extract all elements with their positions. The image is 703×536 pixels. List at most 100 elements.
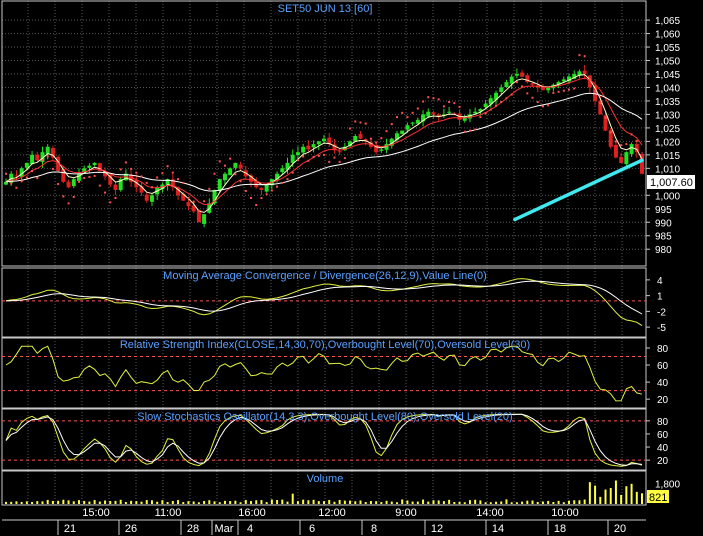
sar-dot (620, 144, 623, 147)
volume-bar (338, 499, 341, 504)
candle-body (311, 144, 316, 148)
sar-dot (119, 168, 122, 171)
candle-body (394, 133, 399, 140)
volume-bar (343, 500, 346, 504)
rsi-title: Relative Strength Index(CLOSE,14,30,70),… (120, 339, 530, 351)
sar-dot (364, 122, 367, 125)
sar-dot (276, 185, 279, 188)
candle-body (275, 173, 280, 180)
sar-dot (234, 173, 237, 176)
candle-body (222, 173, 227, 181)
volume-bar (604, 489, 607, 504)
volume-bar (51, 500, 54, 504)
candle-body (577, 71, 582, 76)
candle-body (467, 114, 472, 119)
indicator-tick-label: 1 (657, 292, 663, 303)
x-time-label: 14:00 (476, 507, 504, 519)
sar-dot (208, 187, 211, 190)
volume-bar (510, 502, 513, 504)
sar-dot (411, 111, 414, 114)
sar-dot (536, 101, 539, 104)
candle-body (353, 136, 358, 142)
volume-bar (276, 499, 279, 504)
volume-bar (369, 500, 372, 504)
candle-body (322, 138, 326, 142)
volume-bar (562, 502, 565, 504)
volume-bar (364, 502, 367, 504)
sar-dot (578, 54, 581, 57)
volume-bar (5, 501, 7, 504)
volume-bar (135, 501, 138, 504)
sar-dot (250, 197, 253, 199)
volume-bar (495, 501, 498, 504)
macd-title: Moving Average Convergence / Divergence(… (163, 270, 487, 282)
sar-dot (270, 189, 273, 192)
volume-bar (552, 502, 555, 504)
sar-dot (625, 143, 628, 146)
indicator-tick-label: 20 (657, 395, 669, 406)
price-tick-label: 985 (655, 232, 672, 243)
ma-slow-line (5, 92, 643, 192)
sar-dot (51, 167, 54, 170)
price-tick-label: 1,035 (655, 97, 680, 108)
candle-body (488, 98, 493, 105)
sar-dot (72, 195, 75, 198)
volume-bar (302, 499, 305, 504)
sar-dot (416, 107, 419, 110)
indicator-signal-line (5, 280, 643, 315)
sar-dot (328, 160, 331, 163)
sar-dot (437, 98, 440, 101)
volume-bar (62, 499, 65, 504)
volume-bar (46, 499, 49, 504)
moving-averages (5, 74, 643, 213)
volume-bar (192, 501, 195, 504)
candle-body (421, 114, 426, 122)
volume-bar (57, 500, 60, 504)
sar-dot (468, 129, 471, 132)
panel-frame-2 (1, 337, 647, 409)
volume-bar (588, 482, 591, 504)
candle-body (82, 168, 87, 173)
volume-bar (583, 499, 586, 504)
sar-dot (265, 193, 268, 196)
volume-bar (354, 501, 357, 504)
last-volume-label: 821 (649, 492, 667, 504)
candle-body (499, 87, 504, 92)
sar-dot (150, 186, 153, 189)
candle-body (92, 162, 97, 166)
candle-body (170, 179, 175, 188)
volume-bar (625, 486, 628, 504)
volume-bar (223, 500, 226, 504)
volume-bar (406, 500, 409, 504)
sar-dot (10, 182, 13, 185)
trend-line (513, 158, 644, 222)
sar-dot (46, 155, 49, 158)
sar-dot (489, 108, 492, 111)
volume-bar (323, 501, 325, 504)
volume-bar (641, 493, 643, 504)
volume-bar (463, 502, 466, 504)
sar-dot (463, 130, 466, 133)
candle-body (301, 146, 306, 153)
price-tick-label: 1,050 (655, 57, 680, 68)
volume-bar (218, 502, 221, 504)
price-tick-label: 990 (655, 218, 672, 229)
candle-body (483, 103, 488, 108)
sar-dot (635, 139, 638, 142)
price-tick-label: 980 (655, 245, 672, 256)
candle-body (358, 134, 363, 139)
sar-dot (140, 175, 143, 178)
volume-bar (67, 500, 70, 504)
candle-body (426, 111, 431, 117)
volume-bar (505, 499, 508, 504)
sar-dot (541, 105, 544, 108)
volume-bar (411, 501, 414, 504)
sar-dot (260, 197, 263, 199)
candle-body (134, 179, 139, 188)
volume-bar (114, 500, 117, 504)
x-date-label: 26 (125, 523, 137, 535)
volume-bar (521, 501, 524, 504)
grid (2, 1, 646, 505)
sar-dot (213, 172, 216, 175)
